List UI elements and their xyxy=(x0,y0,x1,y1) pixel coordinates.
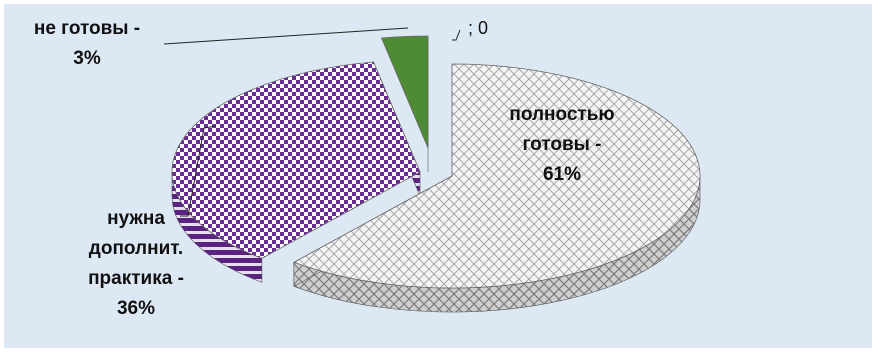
pie-slice-1 xyxy=(171,61,421,283)
pie-slice-0 xyxy=(292,63,701,313)
pie-slice-2 xyxy=(380,35,429,172)
leader-line-need-practice xyxy=(180,125,217,217)
chart-area: полностью готовы - 61% нужна дополнит. п… xyxy=(4,4,872,348)
pie-chart xyxy=(163,27,701,313)
pie-slice-top-2 xyxy=(380,35,429,149)
pie-slice-top-0 xyxy=(292,63,701,289)
slice-label-zero: ; 0 xyxy=(468,18,489,38)
slice-label-not-ready: не готовы - 3% xyxy=(33,18,141,69)
slice-label-fully-ready: полностью готовы - 61% xyxy=(509,104,615,185)
pie-slice-top-1 xyxy=(171,61,421,259)
leader-line-zero xyxy=(452,29,461,41)
leader-line-not-ready xyxy=(163,27,409,45)
slice-label-need-practice: нужна дополнит. практика - 36% xyxy=(88,208,184,319)
